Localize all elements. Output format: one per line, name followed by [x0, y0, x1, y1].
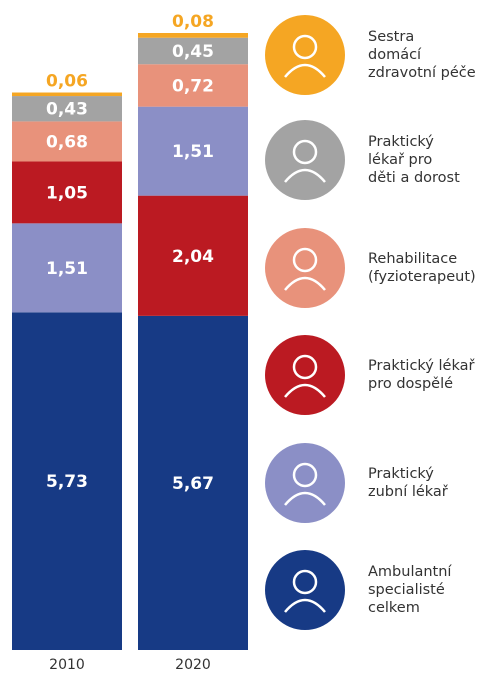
legend-icon-glyph — [284, 276, 326, 291]
legend-label: Praktický lékař pro děti a dorost — [368, 134, 460, 186]
bar-segment — [138, 106, 248, 196]
legend-icon-glyph — [292, 462, 318, 488]
bar-segment — [12, 121, 122, 162]
bar-segment — [138, 37, 248, 65]
value-label: 5,73 — [46, 472, 88, 492]
legend-icon-glyph — [284, 383, 326, 398]
value-label: 2,04 — [172, 247, 214, 267]
legend-icon-glyph — [292, 34, 318, 60]
value-label: 0,45 — [172, 42, 214, 62]
bar-segment — [12, 312, 122, 650]
value-label: 1,05 — [46, 183, 88, 203]
legend-icon-glyph — [292, 569, 318, 595]
value-label: 1,51 — [172, 142, 214, 162]
value-label: 0,68 — [46, 132, 88, 152]
bar-segment — [12, 92, 122, 97]
legend-label: Praktický lékař pro dospělé — [368, 358, 475, 392]
legend-icon-glyph — [284, 598, 326, 613]
legend-icon-glyph — [292, 247, 318, 273]
legend-label: Ambulantní specialisté celkem — [368, 564, 452, 616]
value-label: 0,06 — [46, 72, 88, 92]
legend-icon — [265, 15, 345, 95]
x-tick-label: 2010 — [49, 657, 85, 673]
legend-label: Rehabilitace (fyzioterapeut) — [368, 251, 476, 285]
legend-label: Sestra domácí zdravotní péče — [368, 29, 476, 81]
bar-segment — [12, 96, 122, 122]
legend-icon-glyph — [284, 63, 326, 78]
legend-icon-glyph — [292, 139, 318, 165]
x-tick-label: 2020 — [175, 657, 211, 673]
value-label: 0,43 — [46, 100, 88, 120]
bar-segment — [12, 161, 122, 224]
bar-segment — [138, 195, 248, 316]
bar-segment — [12, 223, 122, 313]
legend-icon — [265, 335, 345, 415]
legend-icon-glyph — [284, 168, 326, 183]
legend-icon — [265, 228, 345, 308]
value-label: 5,67 — [172, 474, 214, 494]
legend-label: Praktický zubní lékař — [368, 466, 448, 500]
bar-segment — [138, 64, 248, 107]
bar-segment — [138, 33, 248, 38]
legend-icon — [265, 443, 345, 523]
value-label: 0,72 — [172, 76, 214, 96]
legend-icon-glyph — [292, 354, 318, 380]
legend-icon — [265, 120, 345, 200]
legend-icon — [265, 550, 345, 630]
legend-icon-glyph — [284, 491, 326, 506]
value-label: 0,08 — [172, 12, 214, 32]
bar-segment — [138, 315, 248, 650]
value-label: 1,51 — [46, 259, 88, 279]
